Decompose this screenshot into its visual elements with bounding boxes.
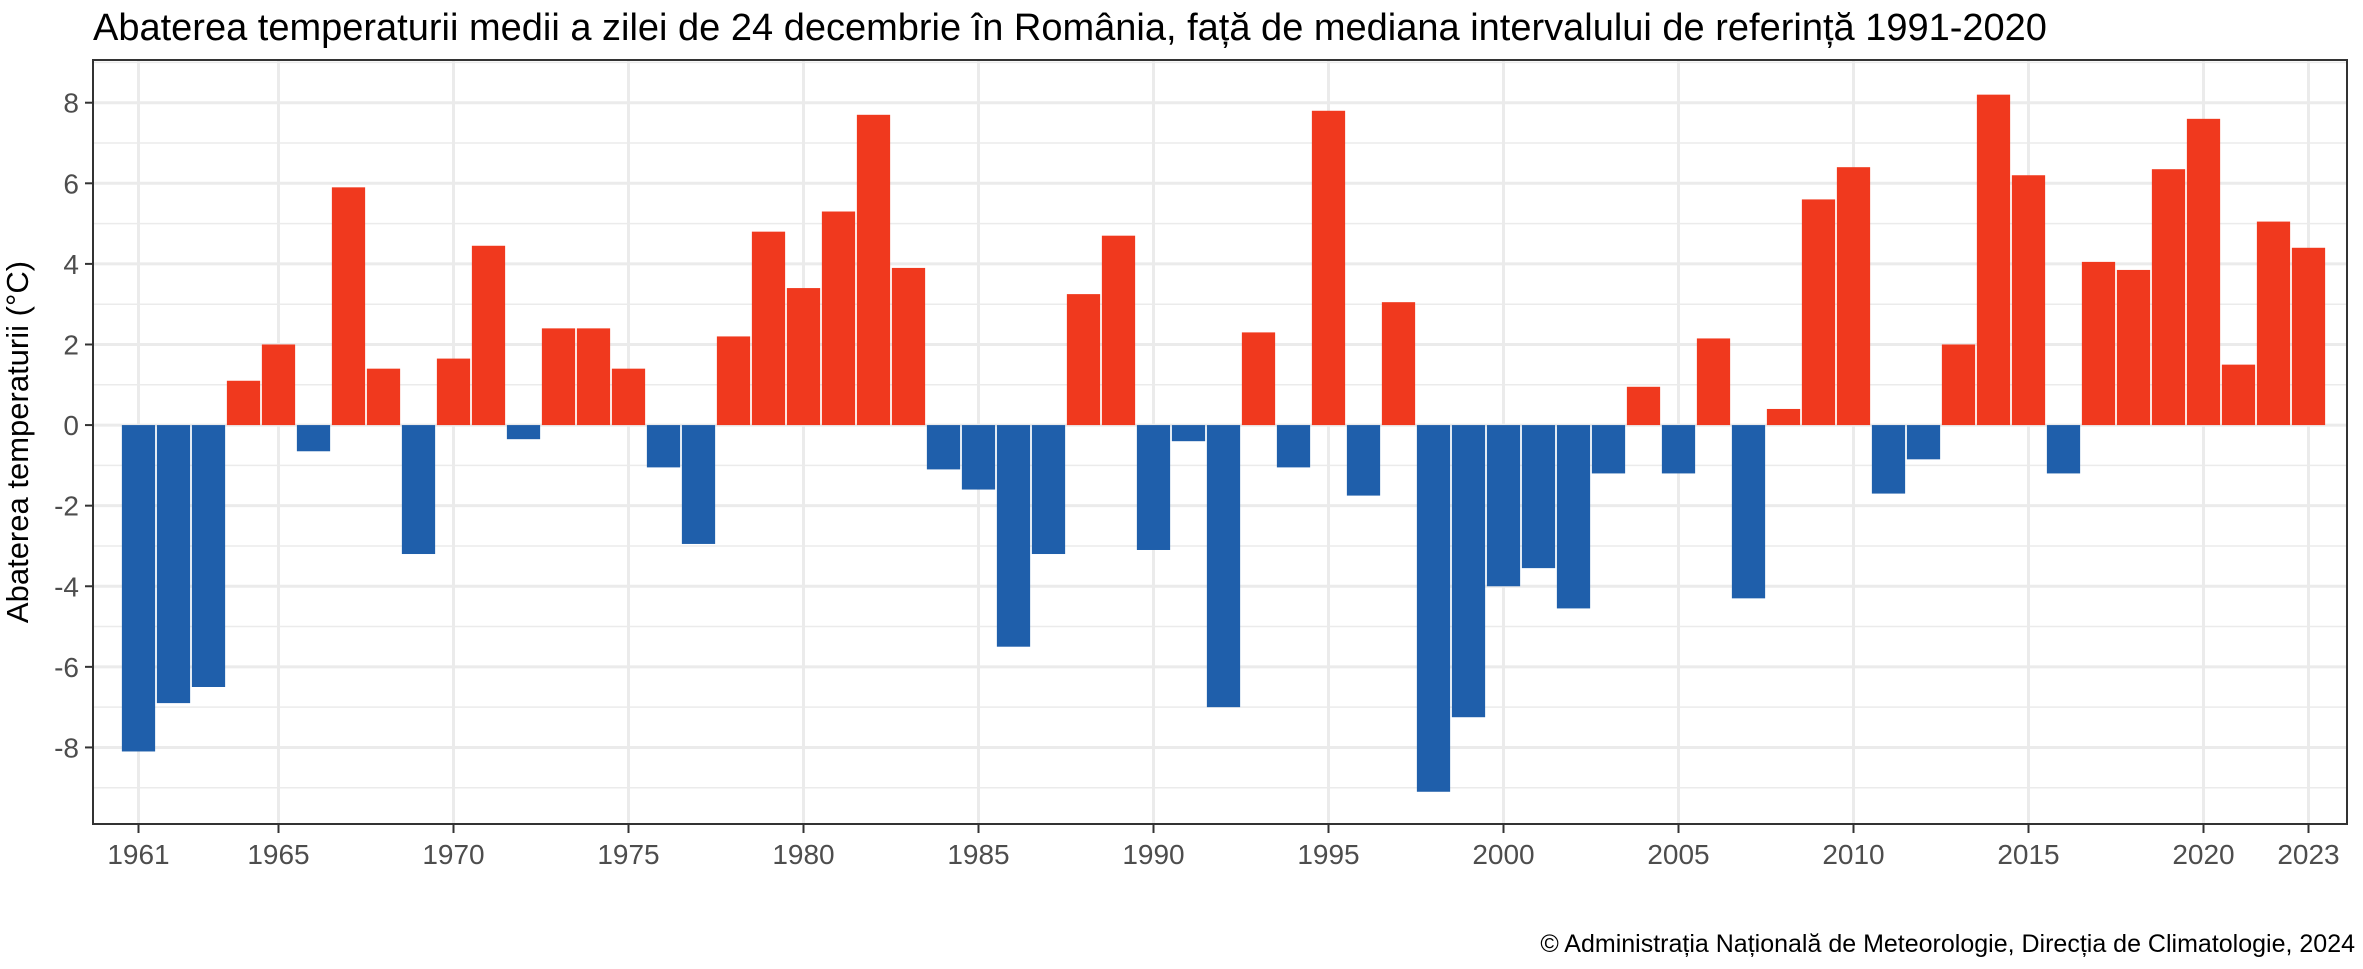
bar-1986 <box>996 425 1031 647</box>
bar-1992 <box>1206 425 1241 708</box>
bar-1966 <box>296 425 331 452</box>
bar-1973 <box>541 328 576 426</box>
bar-1975 <box>611 368 646 426</box>
x-tick-label: 1985 <box>947 839 1009 870</box>
bar-2017 <box>2081 261 2116 426</box>
x-tick-label: 1965 <box>247 839 309 870</box>
y-tick-label: 8 <box>63 88 79 119</box>
bar-1964 <box>226 380 261 426</box>
bar-1968 <box>366 368 401 426</box>
x-tick-label: 2010 <box>1822 839 1884 870</box>
bar-1988 <box>1066 294 1101 426</box>
bar-1963 <box>191 425 226 687</box>
bar-1999 <box>1451 425 1486 718</box>
x-tick-label: 2005 <box>1647 839 1709 870</box>
caption: © Administrația Națională de Meteorologi… <box>1540 930 2355 958</box>
bar-1977 <box>681 425 716 544</box>
bar-2022 <box>2256 221 2291 426</box>
y-tick-label: -6 <box>54 652 79 683</box>
bar-1976 <box>646 425 681 468</box>
bar-2002 <box>1556 425 1591 609</box>
bar-1971 <box>471 245 506 426</box>
bar-2023 <box>2291 247 2326 426</box>
bar-1978 <box>716 336 751 426</box>
x-axis: 1961 1965 1970 1975 1980 1985 1990 1995 2000 2005… <box>107 824 2340 870</box>
bar-2001 <box>1521 425 1556 569</box>
bar-1994 <box>1276 425 1311 468</box>
bar-1961 <box>121 425 156 752</box>
y-tick-label: -8 <box>54 732 79 763</box>
y-tick-label: 6 <box>63 168 79 199</box>
y-tick-label: 4 <box>63 249 79 280</box>
x-tick-label: 1995 <box>1297 839 1359 870</box>
bar-1998 <box>1416 425 1451 792</box>
bar-1982 <box>856 114 891 426</box>
x-tick-label: 1975 <box>597 839 659 870</box>
bars <box>121 94 2326 792</box>
y-axis-label: Abaterea temperaturii (°C) <box>0 261 35 623</box>
bar-2007 <box>1731 425 1766 599</box>
bar-1969 <box>401 425 436 555</box>
chart-title: Abaterea temperaturii medii a zilei de 2… <box>93 7 2047 49</box>
bar-2008 <box>1766 408 1801 426</box>
y-axis: -8 -6 -4 -2 0 2 4 6 8 <box>54 88 93 763</box>
bar-1970 <box>436 358 471 426</box>
x-tick-label: 2020 <box>2172 839 2234 870</box>
bar-1996 <box>1346 425 1381 496</box>
bar-2006 <box>1696 338 1731 426</box>
x-tick-label: 1990 <box>1122 839 1184 870</box>
x-tick-label: 1961 <box>107 839 169 870</box>
y-tick-label: 0 <box>63 410 79 441</box>
bar-2004 <box>1626 386 1661 426</box>
bar-2012 <box>1906 425 1941 460</box>
bar-1962 <box>156 425 191 704</box>
bar-2003 <box>1591 425 1626 474</box>
bar-2018 <box>2116 269 2151 426</box>
bar-2005 <box>1661 425 1696 474</box>
x-tick-label: 2000 <box>1472 839 1534 870</box>
x-tick-label: 2023 <box>2277 839 2339 870</box>
bar-1995 <box>1311 110 1346 426</box>
x-tick-label: 1970 <box>422 839 484 870</box>
y-tick-label: -4 <box>54 571 79 602</box>
bar-1997 <box>1381 302 1416 426</box>
bar-1991 <box>1171 425 1206 442</box>
bar-1985 <box>961 425 996 490</box>
bar-1989 <box>1101 235 1136 426</box>
bar-2000 <box>1486 425 1521 587</box>
panel-border <box>92 59 2348 825</box>
bar-2010 <box>1836 167 1871 426</box>
bar-2013 <box>1941 344 1976 426</box>
bar-1981 <box>821 211 856 426</box>
bar-2015 <box>2011 175 2046 426</box>
bar-1974 <box>576 328 611 426</box>
bar-2021 <box>2221 364 2256 426</box>
bar-1990 <box>1136 425 1171 550</box>
bar-1987 <box>1031 425 1066 555</box>
bar-1983 <box>891 267 926 426</box>
y-tick-label: -2 <box>54 491 79 522</box>
bar-1984 <box>926 425 961 470</box>
x-tick-label: 1980 <box>772 839 834 870</box>
bar-2016 <box>2046 425 2081 474</box>
y-tick-label: 2 <box>63 329 79 360</box>
bar-2019 <box>2151 169 2186 426</box>
bar-1965 <box>261 344 296 426</box>
x-tick-label: 2015 <box>1997 839 2059 870</box>
bar-2014 <box>1976 94 2011 426</box>
bar-1993 <box>1241 332 1276 426</box>
bar-1980 <box>786 288 821 426</box>
bar-2020 <box>2186 118 2221 426</box>
bar-2009 <box>1801 199 1836 426</box>
bar-1972 <box>506 425 541 440</box>
bar-1967 <box>331 187 366 426</box>
bar-2011 <box>1871 425 1906 494</box>
bar-1979 <box>751 231 786 426</box>
